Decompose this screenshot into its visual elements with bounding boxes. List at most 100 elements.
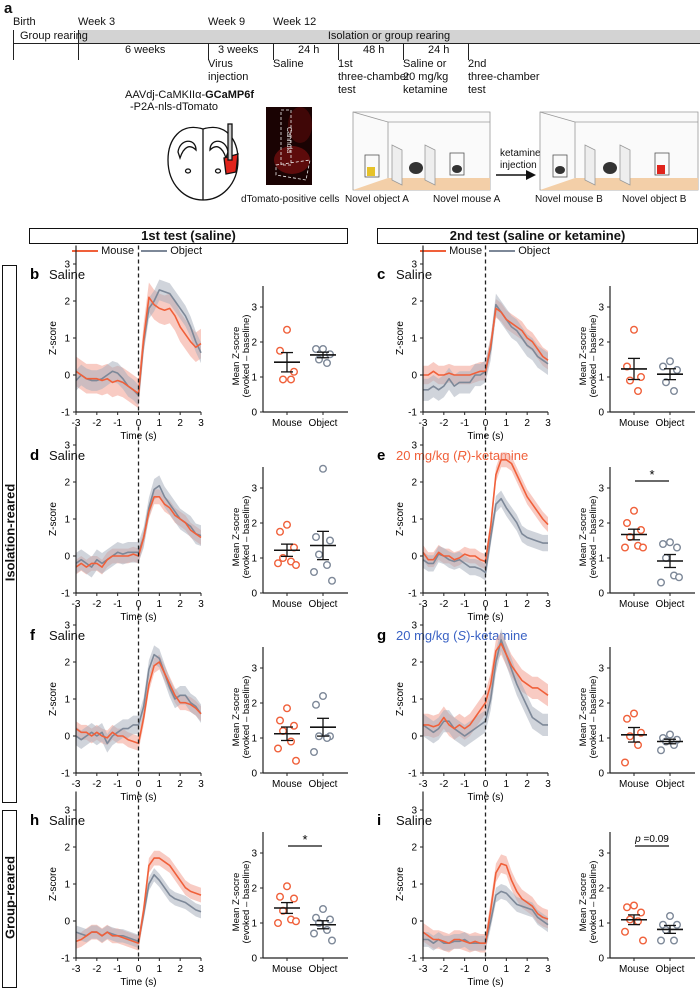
- object-data-point: [659, 540, 668, 549]
- panel-letter: c: [377, 266, 385, 283]
- object-data-point: [319, 905, 328, 914]
- y-tick-label: 1: [598, 734, 604, 745]
- mouse-mean-line: [75, 857, 202, 944]
- x-tick-label: 3: [545, 599, 551, 610]
- arrow-label: ketamine injection: [500, 148, 541, 171]
- mouse-data-point: [292, 561, 301, 570]
- x-tick-label: -2: [439, 964, 448, 975]
- x-tick-label: 1: [504, 599, 510, 610]
- dot-y-axis-label-2: (evoked – baseline): [241, 315, 252, 398]
- y-tick-label: 0: [598, 769, 604, 780]
- y-axis-label: Z-score: [395, 321, 406, 355]
- y-tick-label: 2: [64, 658, 70, 669]
- x-tick-label: -3: [72, 599, 81, 610]
- y-tick-label: 3: [598, 303, 604, 314]
- object-data-point: [319, 345, 328, 354]
- y-tick-label: 0: [251, 589, 257, 600]
- dot-y-axis-label: Mean Z-socre: [231, 327, 242, 386]
- object-data-point: [657, 578, 666, 587]
- panel-letter: g: [377, 627, 386, 644]
- mouse-mean-line: [423, 307, 549, 376]
- mouse-data-point: [621, 758, 630, 767]
- x-tick-label: -3: [419, 599, 428, 610]
- legend-object-swatch: [489, 250, 516, 253]
- y-tick-label: 2: [598, 884, 604, 895]
- dot-plot: 0 1 2 3 Mouse Object Mean Z-socre (evoked – bas…: [231, 286, 348, 429]
- y-tick-label: 0: [598, 408, 604, 419]
- y-tick-label: 0: [251, 769, 257, 780]
- y-tick-label: 0: [598, 589, 604, 600]
- mouse-data-point: [279, 375, 288, 384]
- x-tick-label: 1: [504, 779, 510, 790]
- y-tick-label: 2: [411, 478, 417, 489]
- object-data-point: [657, 746, 666, 755]
- x-tick-label: 1: [504, 418, 510, 429]
- category-label-mouse: Mouse: [619, 599, 649, 610]
- y-tick-label: 0: [64, 371, 70, 382]
- x-tick-label: 2: [524, 599, 530, 610]
- mouse-data-point: [283, 325, 292, 334]
- significance-text: *: [649, 467, 654, 482]
- object-data-point: [312, 533, 321, 542]
- timeline-bar: [78, 30, 700, 43]
- panel-title-italic: S: [457, 628, 466, 643]
- y-axis-label: Z-score: [395, 682, 406, 716]
- y-tick-label: 3: [411, 621, 417, 632]
- panel-letter: d: [30, 447, 39, 464]
- timeline-tick: [78, 30, 79, 60]
- object-data-point: [319, 692, 328, 701]
- category-label-object: Object: [309, 599, 338, 610]
- mouse-data-point: [283, 704, 292, 713]
- category-label-object: Object: [656, 964, 685, 975]
- x-tick-label: 3: [198, 779, 204, 790]
- object-data-point: [666, 538, 675, 547]
- x-tick-label: -1: [113, 418, 122, 429]
- object-data-point: [323, 561, 332, 570]
- panel-title: 20 mg/kg (R)-ketamine: [396, 448, 528, 463]
- object-data-point: [670, 387, 679, 396]
- dot-plot: 0 1 2 3 Mouse Object Mean Z-socre (evoked – bas…: [231, 647, 348, 790]
- object-data-point: [666, 730, 675, 739]
- mouse-data-point: [274, 559, 283, 568]
- y-tick-label: 1: [64, 695, 70, 706]
- x-tick-label: 2: [177, 779, 183, 790]
- three-chamber-box-2: [539, 111, 699, 191]
- y-tick-label: 1: [251, 554, 257, 565]
- mouse-data-point: [287, 375, 296, 384]
- y-tick-label: 3: [64, 260, 70, 271]
- y-tick-label: 3: [64, 441, 70, 452]
- mouse-data-point: [630, 709, 639, 718]
- y-tick-label: 1: [64, 334, 70, 345]
- x-tick-label: 1: [157, 599, 163, 610]
- category-label-object: Object: [309, 779, 338, 790]
- y-tick-label: 3: [251, 664, 257, 675]
- y-tick-label: 2: [64, 297, 70, 308]
- y-tick-label: 1: [598, 919, 604, 930]
- box1-label-object: Novel object A: [345, 194, 409, 205]
- y-tick-label: 2: [64, 478, 70, 489]
- mouse-data-point: [626, 376, 635, 385]
- significance-p: p: [634, 834, 641, 845]
- trace-plot: -1 0 1 2 3 -3 -2 -1 0 1 2 3 Time (s) Z-score: [395, 791, 551, 988]
- y-tick-label: 1: [598, 373, 604, 384]
- panel-title-suffix: )-ketamine: [466, 628, 527, 643]
- panel-title-text: 20 mg/kg (: [396, 628, 458, 643]
- panel-g: g 20 mg/kg (S)-ketamine -1 0 1 2 3 -3 -2 -1 0 1 2 3 Ti…: [377, 606, 695, 803]
- significance-label: *: [302, 832, 307, 847]
- x-tick-label: -3: [419, 779, 428, 790]
- object-mean-line: [75, 653, 202, 745]
- panel-letter-a: a: [4, 0, 13, 17]
- y-tick-label: 2: [411, 843, 417, 854]
- legend-mouse-label: Mouse: [101, 245, 135, 257]
- timeline-tick: [403, 43, 404, 60]
- category-label-object: Object: [656, 418, 685, 429]
- category-label-mouse: Mouse: [272, 418, 302, 429]
- y-axis-label: Z-score: [395, 867, 406, 901]
- milestone-week3: Week 3: [78, 16, 116, 28]
- y-tick-label: 2: [598, 519, 604, 530]
- legend-mouse-label: Mouse: [449, 245, 483, 257]
- y-tick-label: 3: [251, 849, 257, 860]
- mouse-data-point: [290, 894, 299, 903]
- y-tick-label: 1: [411, 880, 417, 891]
